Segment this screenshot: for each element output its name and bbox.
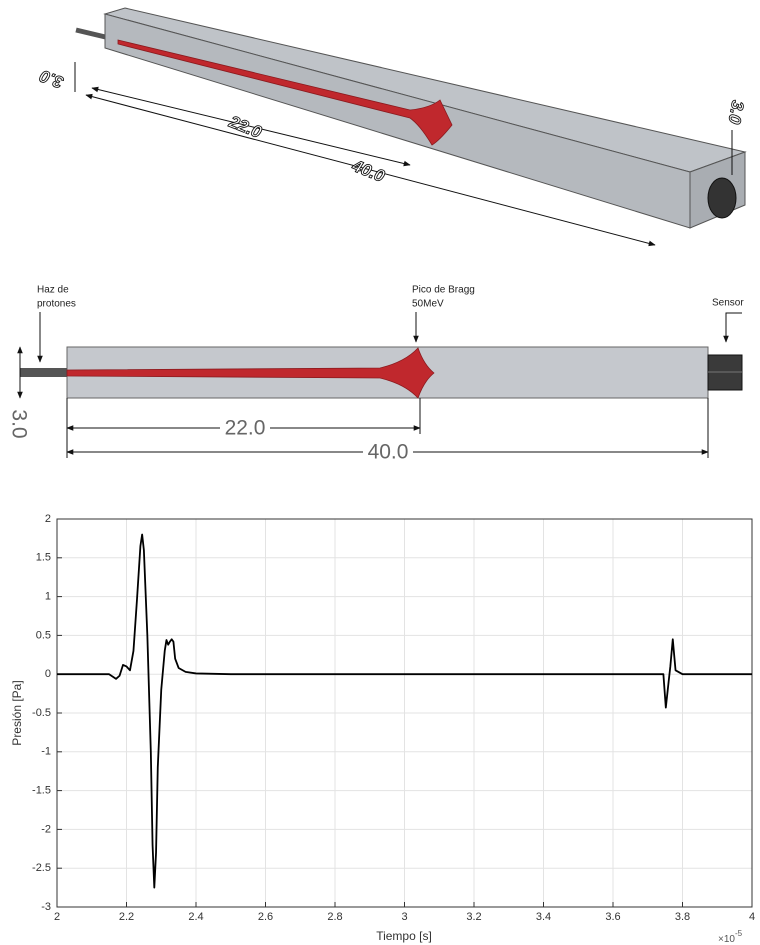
y-tick-label: 2	[45, 513, 51, 525]
beam-label: Haz de	[37, 285, 69, 296]
dimension-line	[85, 93, 656, 247]
bragg-label: 50MeV	[412, 299, 444, 310]
dimension-label: 3.0	[7, 409, 30, 438]
label-bg	[220, 418, 270, 438]
beam-rod	[20, 368, 67, 377]
arrow	[723, 312, 742, 343]
y-tick-label: -0.5	[32, 707, 51, 719]
line-series	[57, 533, 752, 889]
x-tick-label: 2.6	[258, 911, 273, 923]
y-tick-label: 1.5	[36, 552, 51, 564]
dimension-label: 3.0	[724, 99, 747, 126]
axes-box	[56, 518, 753, 908]
label-bg	[363, 442, 413, 462]
y-tick-label: -2	[41, 823, 51, 835]
chart: Tiempo [s] Presión [Pa] ×10-5 2 2.2 2.4 2.6…	[10, 513, 755, 945]
x-tick-label: 3.2	[466, 911, 481, 923]
x-tick-label: 2.8	[327, 911, 342, 923]
beam-label: protones	[37, 299, 76, 310]
dimension-label: 22.0	[225, 417, 266, 440]
dimension-label: 40.0	[368, 441, 409, 464]
x-tick-label: 3	[401, 911, 407, 923]
sensor-label: Sensor	[712, 298, 744, 309]
x-multiplier-base: ×10	[718, 934, 735, 945]
y-axis-label: Presión [Pa]	[10, 680, 24, 745]
x-tick-label: 2	[54, 911, 60, 923]
y-tick-label: -1	[41, 746, 51, 758]
y-tick-label: 0	[45, 668, 51, 680]
bragg-label: Pico de Bragg	[412, 285, 475, 296]
y-tick-label: -2.5	[32, 862, 51, 874]
x-multiplier-exponent: -5	[735, 929, 743, 938]
bragg-beam	[66, 347, 435, 399]
x-tick-label: 3.6	[605, 911, 620, 923]
dimension-label: 22.0	[226, 112, 265, 143]
dimension-label: 3.0	[37, 66, 66, 92]
x-tick-label: 4	[749, 911, 755, 923]
sensor	[707, 177, 737, 219]
x-tick-label: 3.8	[675, 911, 690, 923]
x-tick-label: 3.4	[536, 911, 551, 923]
x-axis-label: Tiempo [s]	[376, 929, 432, 943]
diagram-2d: Haz de protones Pico de Bragg 50MeV Sens…	[7, 285, 744, 464]
bar-top	[103, 7, 747, 173]
y-tick-label: -1.5	[32, 785, 51, 797]
y-tick-label: -3	[41, 901, 51, 913]
x-tick-label: 2.2	[119, 911, 134, 923]
dimension-label: 40.0	[349, 156, 388, 187]
diagram-3d: 3.0 22.0 40.0 3.0	[36, 7, 748, 247]
y-tick-label: 1	[45, 591, 51, 603]
y-tick-label: 0.5	[36, 629, 51, 641]
x-multiplier: ×10-5	[718, 929, 743, 945]
x-tick-label: 2.4	[188, 911, 203, 923]
